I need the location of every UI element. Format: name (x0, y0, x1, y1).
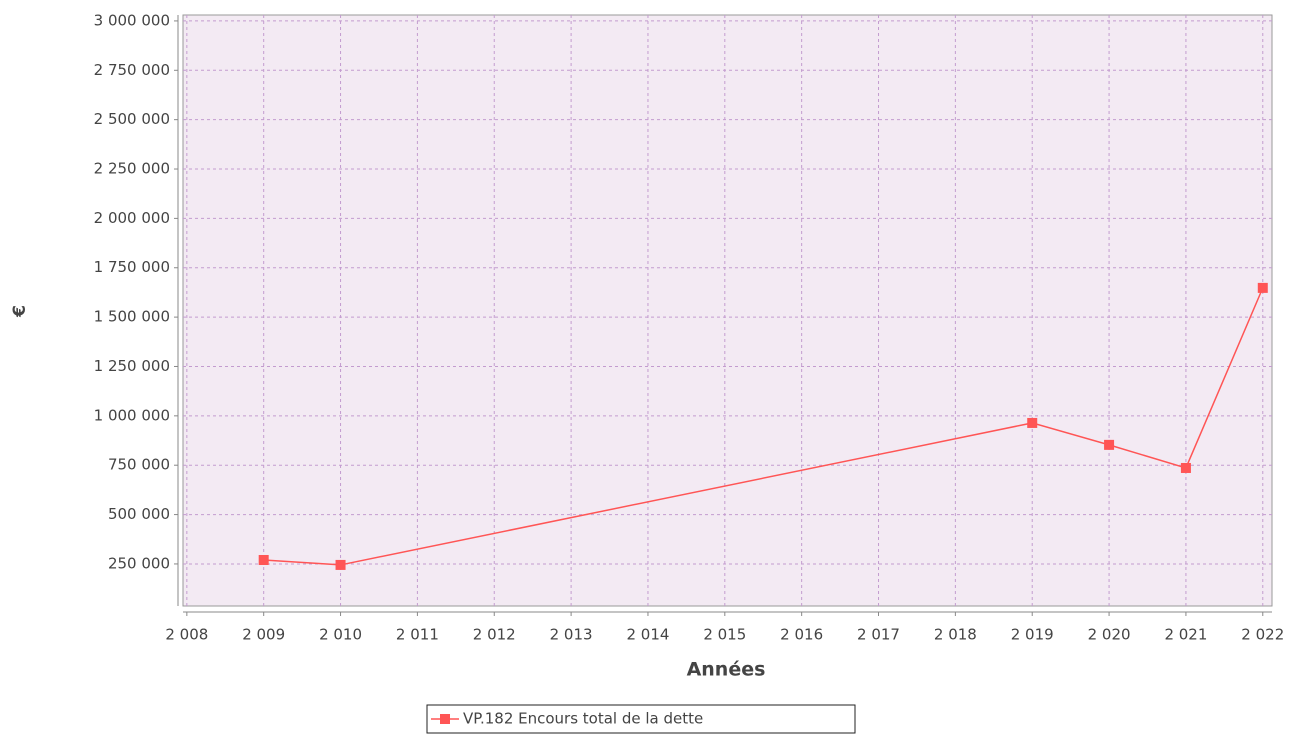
x-tick-label: 2 012 (473, 626, 516, 644)
x-tick-label: 2 022 (1241, 626, 1284, 644)
x-tick-label: 2 013 (550, 626, 593, 644)
y-tick-label: 2 500 000 (94, 110, 170, 128)
point (258, 554, 269, 565)
point (335, 559, 346, 570)
plot-area (182, 14, 1273, 607)
y-tick-label: 500 000 (108, 505, 170, 523)
y-tick-label: 2 000 000 (94, 209, 170, 227)
y-tick-label: 750 000 (108, 456, 170, 474)
legend-marker (440, 714, 450, 724)
y-axis-title: € (10, 305, 30, 318)
y-tick-label: 250 000 (108, 554, 170, 572)
x-tick-label: 2 019 (1011, 626, 1054, 644)
x-tick-label: 2 020 (1088, 626, 1131, 644)
legend-label: VP.182 Encours total de la dette (463, 710, 703, 728)
x-axis-title: Années (687, 659, 766, 681)
point (1027, 417, 1038, 428)
x-tick-label: 2 017 (857, 626, 900, 644)
x-tick-label: 2 008 (165, 626, 208, 644)
y-tick-label: 2 250 000 (94, 160, 170, 178)
grid (183, 15, 1272, 606)
legend: VP.182 Encours total de la dette (426, 704, 856, 734)
x-tick-label: 2 015 (703, 626, 746, 644)
x-tick-label: 2 014 (626, 626, 669, 644)
point (1257, 282, 1268, 293)
x-tick-label: 2 016 (780, 626, 823, 644)
x-tick-label: 2 021 (1164, 626, 1207, 644)
y-tick-label: 1 750 000 (94, 258, 170, 276)
x-tick-label: 2 011 (396, 626, 439, 644)
series-line (263, 287, 1264, 566)
legend-box (426, 704, 856, 734)
y-tick-label: 1 000 000 (94, 406, 170, 424)
y-tick-label: 3 000 000 (94, 11, 170, 29)
y-tick-label: 1 250 000 (94, 357, 170, 375)
x-tick-label: 2 018 (934, 626, 977, 644)
x-tick-label: 2 009 (242, 626, 285, 644)
x-tick-label: 2 010 (319, 626, 362, 644)
y-tick-label: 2 750 000 (94, 61, 170, 79)
point (1104, 439, 1115, 450)
y-tick-label: 1 500 000 (94, 308, 170, 326)
point (1180, 462, 1191, 473)
